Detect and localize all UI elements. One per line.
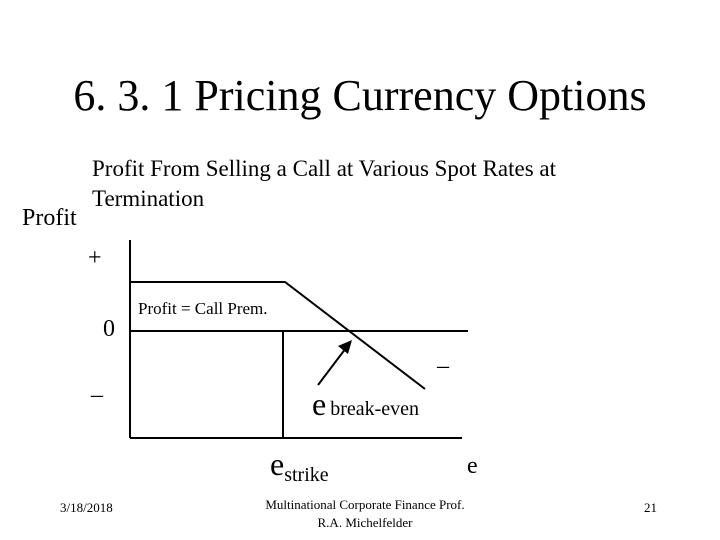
break-even-e: e bbox=[312, 386, 327, 422]
plus-label: + bbox=[88, 245, 102, 271]
footer-course-line2: R.A. Michelfelder bbox=[317, 515, 413, 530]
footer-course-line1: Multinational Corporate Finance Prof. bbox=[265, 497, 465, 512]
zero-label: 0 bbox=[103, 316, 115, 342]
strike-label: estrike bbox=[270, 446, 329, 486]
break-even-arrow bbox=[317, 343, 350, 386]
footer-date: 3/18/2018 bbox=[60, 500, 113, 515]
footer-course: Multinational Corporate Finance Prof. R.… bbox=[240, 496, 490, 532]
minus-right-label: – bbox=[437, 353, 449, 379]
call-premium-annotation: Profit = Call Prem. bbox=[138, 299, 268, 318]
short-call-payoff-line bbox=[130, 281, 426, 390]
footer-page-number: 21 bbox=[644, 500, 657, 515]
slide-subtitle: Profit From Selling a Call at Various Sp… bbox=[92, 156, 557, 211]
break-even-arrowhead bbox=[338, 340, 352, 354]
slide-title: 6. 3. 1 Pricing Currency Options bbox=[73, 71, 647, 120]
strike-e: e bbox=[270, 446, 285, 482]
y-axis-label: Profit bbox=[22, 205, 77, 231]
x-axis-label: e bbox=[467, 453, 478, 479]
minus-left-label: – bbox=[91, 382, 103, 408]
break-even-label: e break-even bbox=[312, 386, 419, 422]
break-even-subscript: break-even bbox=[330, 398, 420, 420]
strike-subscript: strike bbox=[284, 464, 329, 486]
